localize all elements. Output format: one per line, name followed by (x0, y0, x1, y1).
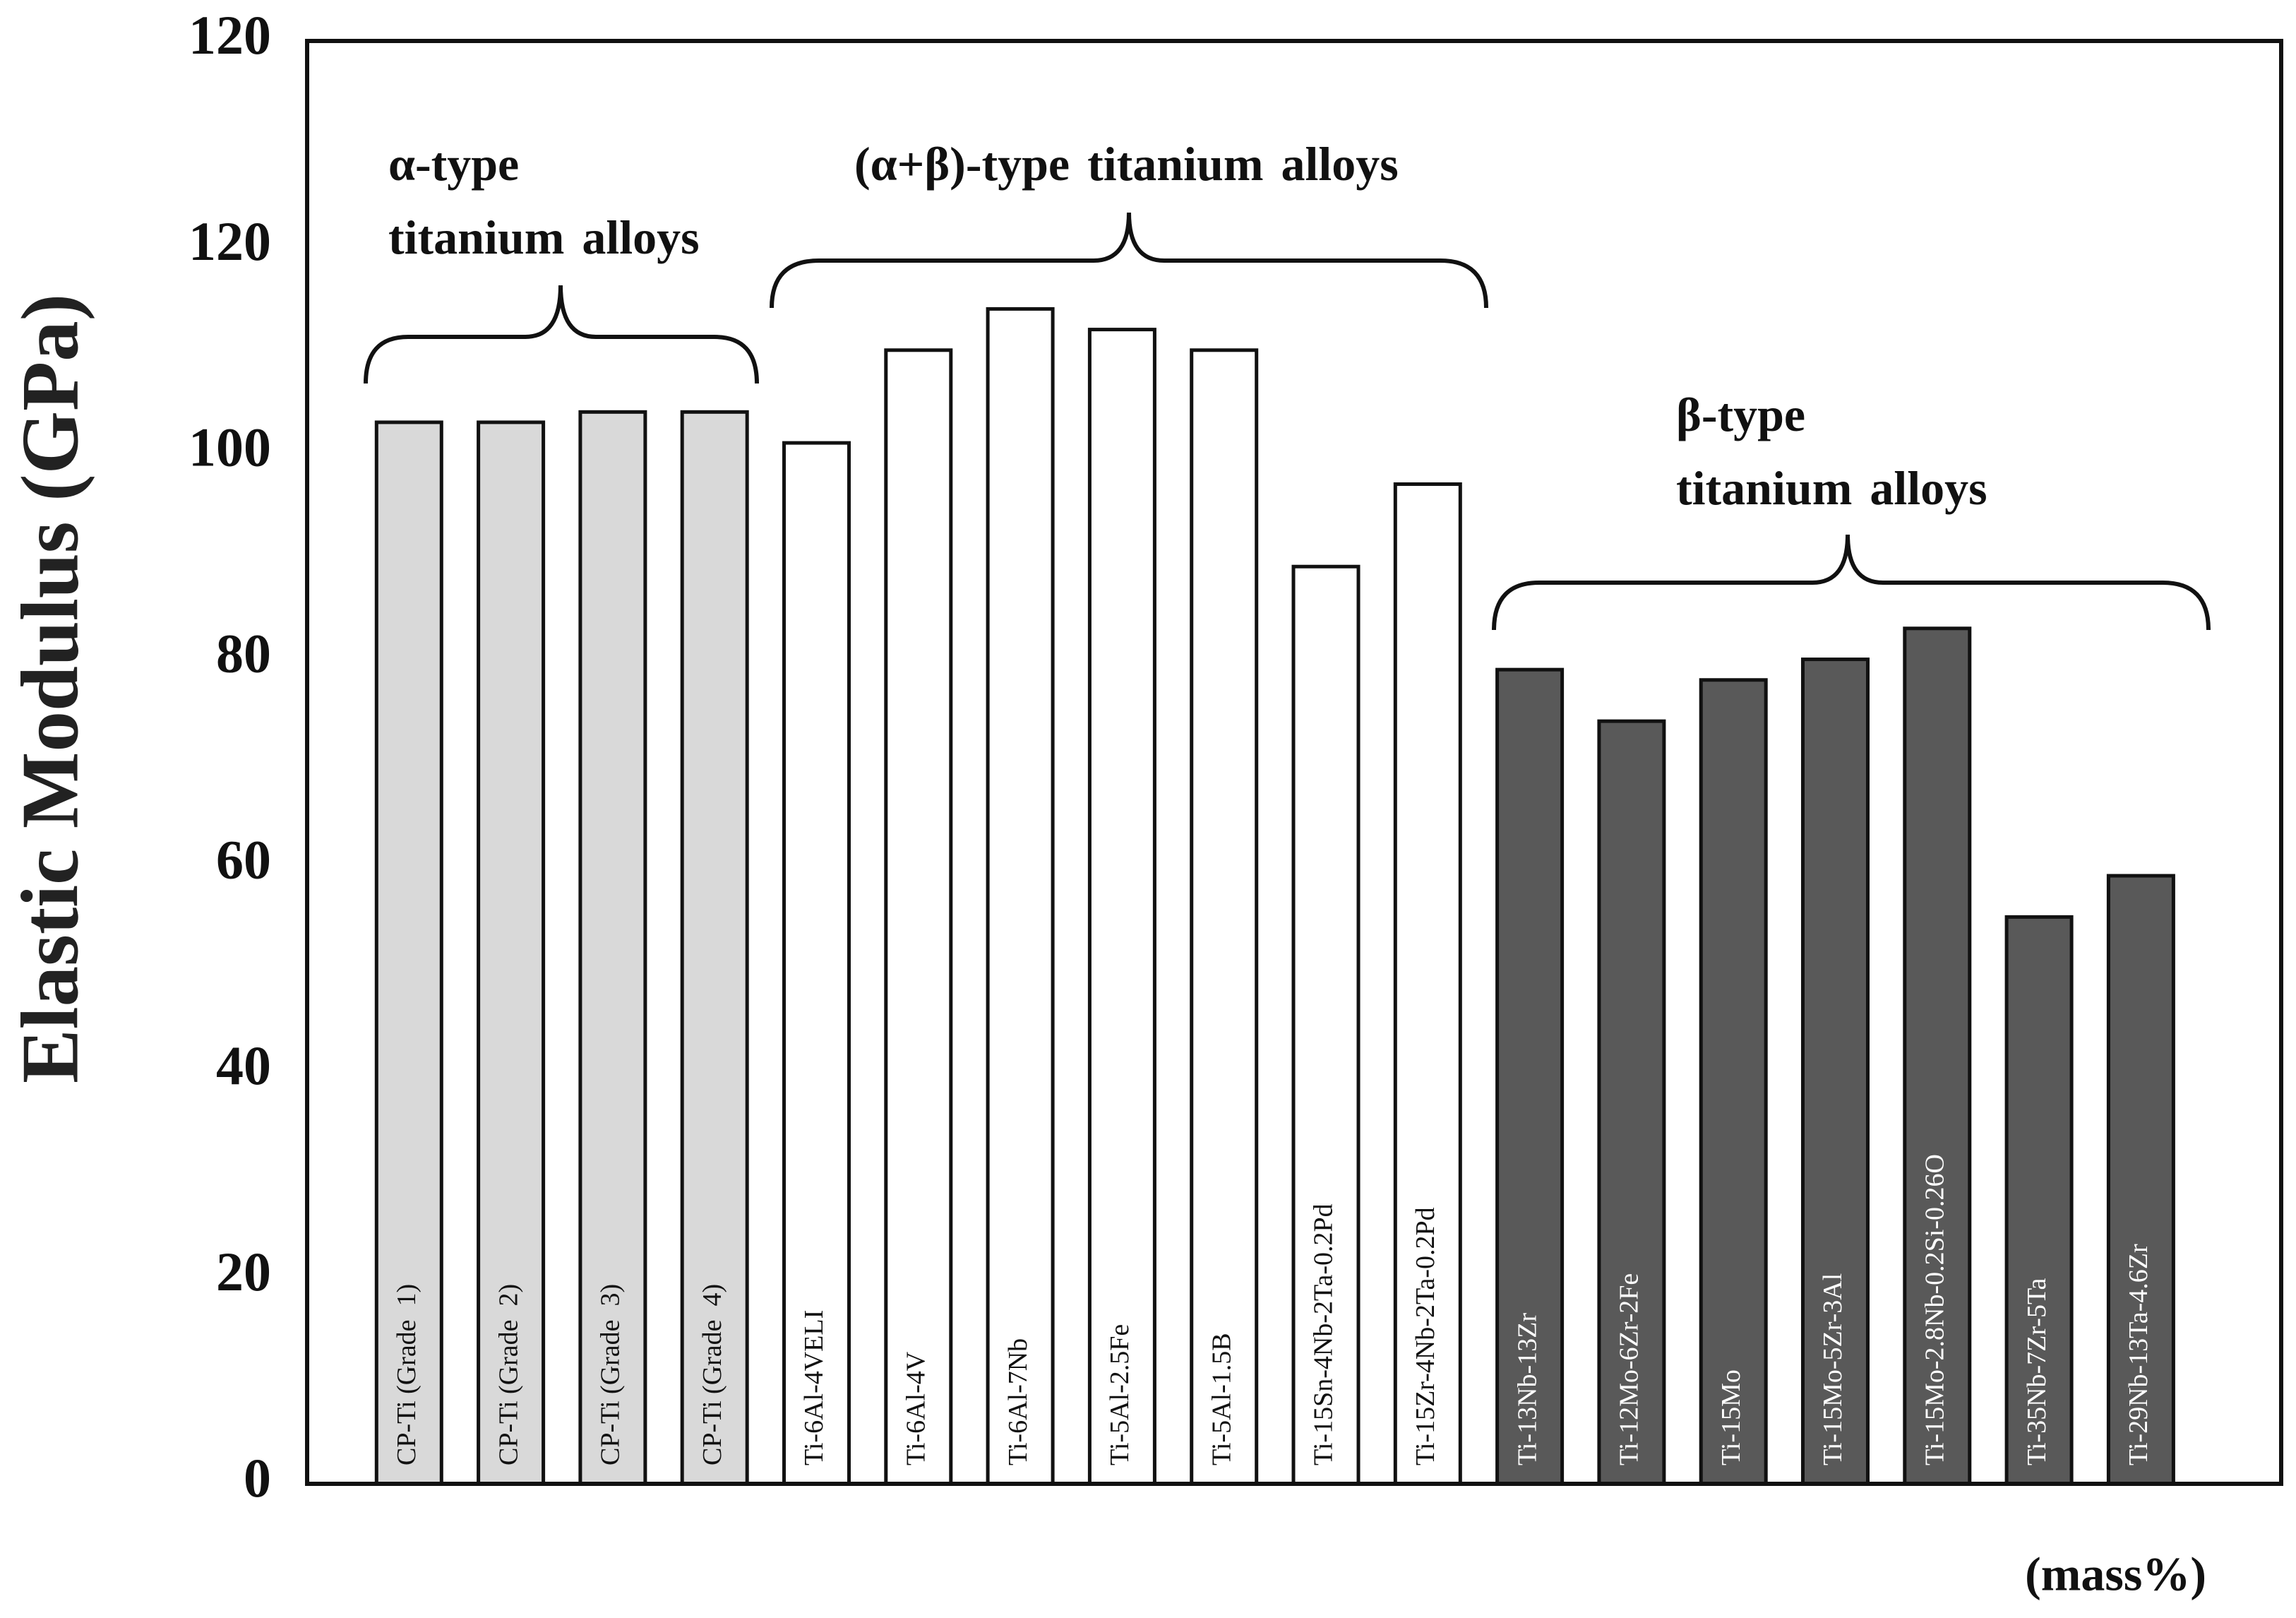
bar-label: Ti-35Nb-7Zr-5Ta (2022, 1278, 2052, 1465)
brackets (364, 212, 2211, 631)
bar-label: Ti-6Al-4V (902, 1351, 931, 1465)
bar-label: Ti-12Mo-6Zr-2Fe (1615, 1273, 1644, 1465)
bar (884, 348, 953, 1486)
y-tick-label: 20 (216, 1241, 271, 1302)
unit-note: (mass%) (2025, 1547, 2206, 1601)
bar-label: CP-Ti (Grade 1) (392, 1284, 421, 1465)
y-axis-title: Elastic Modulus (GPa) (5, 294, 95, 1083)
bar (477, 420, 546, 1486)
bar (2106, 874, 2175, 1486)
bar (1699, 678, 1768, 1486)
group-label: α-type titanium alloys (388, 137, 700, 264)
bar (374, 420, 443, 1486)
bar-label: CP-Ti (Grade 4) (698, 1284, 727, 1465)
bar (1597, 719, 1666, 1486)
bar-label: Ti-6Al-7Nb (1003, 1338, 1033, 1465)
bar-label: Ti-15Mo (1716, 1369, 1746, 1465)
bar-label: Ti-5Al-2.5Fe (1105, 1324, 1135, 1465)
bar (1801, 658, 1870, 1486)
bar (2004, 915, 2074, 1486)
bar (1190, 348, 1259, 1486)
y-tick-label: 40 (216, 1035, 271, 1096)
bar-label: Ti-13Nb-13Zr (1512, 1313, 1542, 1465)
beta-bracket (1492, 534, 2211, 631)
bar-label: Ti-29Nb-13Ta-4.6Zr (2124, 1244, 2153, 1465)
bar-label: Ti-15Zr-4Nb-2Ta-0.2Pd (1411, 1207, 1440, 1465)
alpha-beta-bracket (770, 212, 1488, 309)
bar-label: CP-Ti (Grade 2) (494, 1284, 523, 1465)
plot-frame (305, 39, 2283, 1486)
y-tick-label: 80 (216, 622, 271, 684)
bar (986, 307, 1055, 1486)
y-tick-label: 60 (216, 828, 271, 890)
y-tick-label: 120 (189, 4, 271, 66)
bar (1495, 667, 1565, 1486)
bar-label: Ti-15Mo-2.8Nb-0.2Si-0.26O (1920, 1154, 1950, 1465)
y-tick-label: 0 (244, 1447, 271, 1509)
bar-label: Ti-5Al-1.5B (1207, 1333, 1236, 1465)
bar (1087, 328, 1156, 1486)
bar-label: CP-Ti (Grade 3) (596, 1284, 626, 1465)
group-label: β-type titanium alloys (1676, 388, 1987, 515)
alpha-bracket (364, 285, 759, 384)
bar-label: Ti-6Al-4VELI (799, 1310, 829, 1465)
y-tick-label: 120 (189, 210, 271, 272)
bar (1393, 482, 1462, 1486)
bar-label: Ti-15Sn-4Nb-2Ta-0.2Pd (1309, 1203, 1339, 1465)
y-tick-label: 100 (189, 417, 271, 478)
bar-label: Ti-15Mo-5Zr-3Al (1818, 1273, 1848, 1465)
bar (578, 410, 647, 1486)
group-label: (α+β)-type titanium alloys (854, 137, 1399, 191)
